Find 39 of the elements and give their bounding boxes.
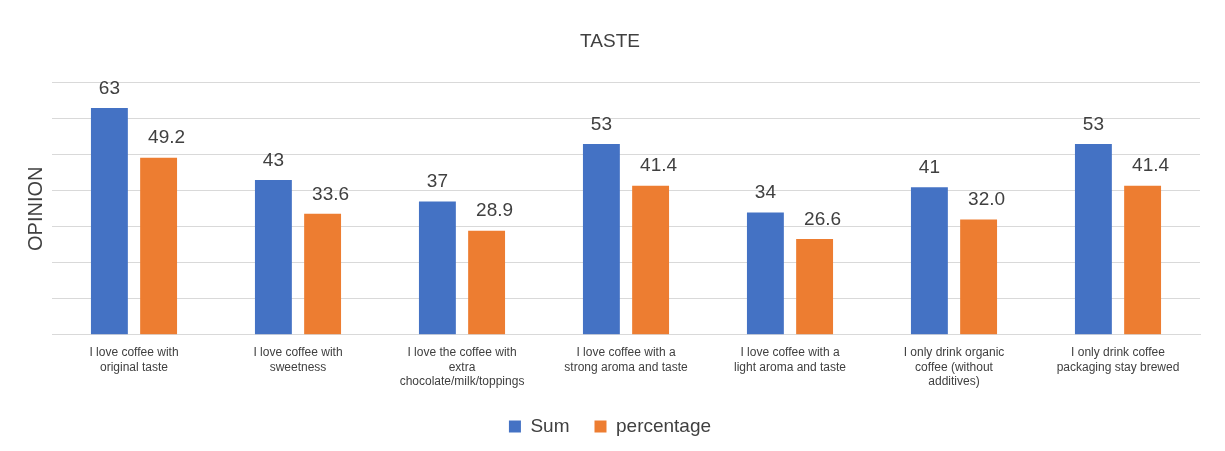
bar [1074, 144, 1112, 335]
x-tick-label: I love coffee with sweetness [253, 345, 343, 374]
bar [90, 108, 128, 335]
data-label: 34 [754, 181, 777, 203]
chart-title: TASTE [580, 29, 640, 51]
bar [140, 157, 178, 335]
y-axis-title: OPINION [23, 166, 46, 252]
bar [796, 239, 834, 335]
bar [960, 219, 998, 335]
bar [304, 213, 342, 335]
legend-label: Sum [530, 414, 570, 436]
data-label: 49.2 [148, 126, 186, 148]
x-tick-label: I love coffee with original taste [89, 345, 179, 374]
bar [418, 201, 456, 335]
data-label: 26.6 [804, 207, 842, 229]
data-label: 63 [98, 76, 120, 98]
data-label: 28.9 [476, 199, 514, 221]
data-label: 41.4 [640, 154, 678, 176]
bar [1124, 185, 1162, 335]
data-label: 41 [918, 155, 940, 177]
data-label: 43 [262, 148, 284, 170]
x-tick-label: I only drink organic coffee (without additives) [903, 345, 1005, 389]
bar [582, 144, 620, 335]
legend-label: percentage [616, 414, 712, 436]
bar [632, 185, 670, 335]
x-tick-label: I love the coffee with extra chocolate/milk/toppings [399, 345, 525, 389]
data-label: 37 [426, 170, 448, 192]
data-label: 53 [590, 112, 612, 134]
data-label: 53 [1082, 112, 1104, 134]
bar [910, 187, 948, 335]
bar [468, 230, 506, 335]
x-tick-label: I love coffee with a light aroma and taste [733, 345, 847, 374]
data-label: 32.0 [968, 188, 1006, 210]
data-label: 41.4 [1132, 154, 1170, 176]
x-tick-label: I only drink coffee packaging stay brewed [1056, 345, 1180, 374]
x-tick-label: I love coffee with a strong aroma and taste [564, 345, 689, 374]
data-label: 33.6 [312, 182, 350, 204]
bar [746, 212, 784, 335]
bar [254, 180, 292, 335]
